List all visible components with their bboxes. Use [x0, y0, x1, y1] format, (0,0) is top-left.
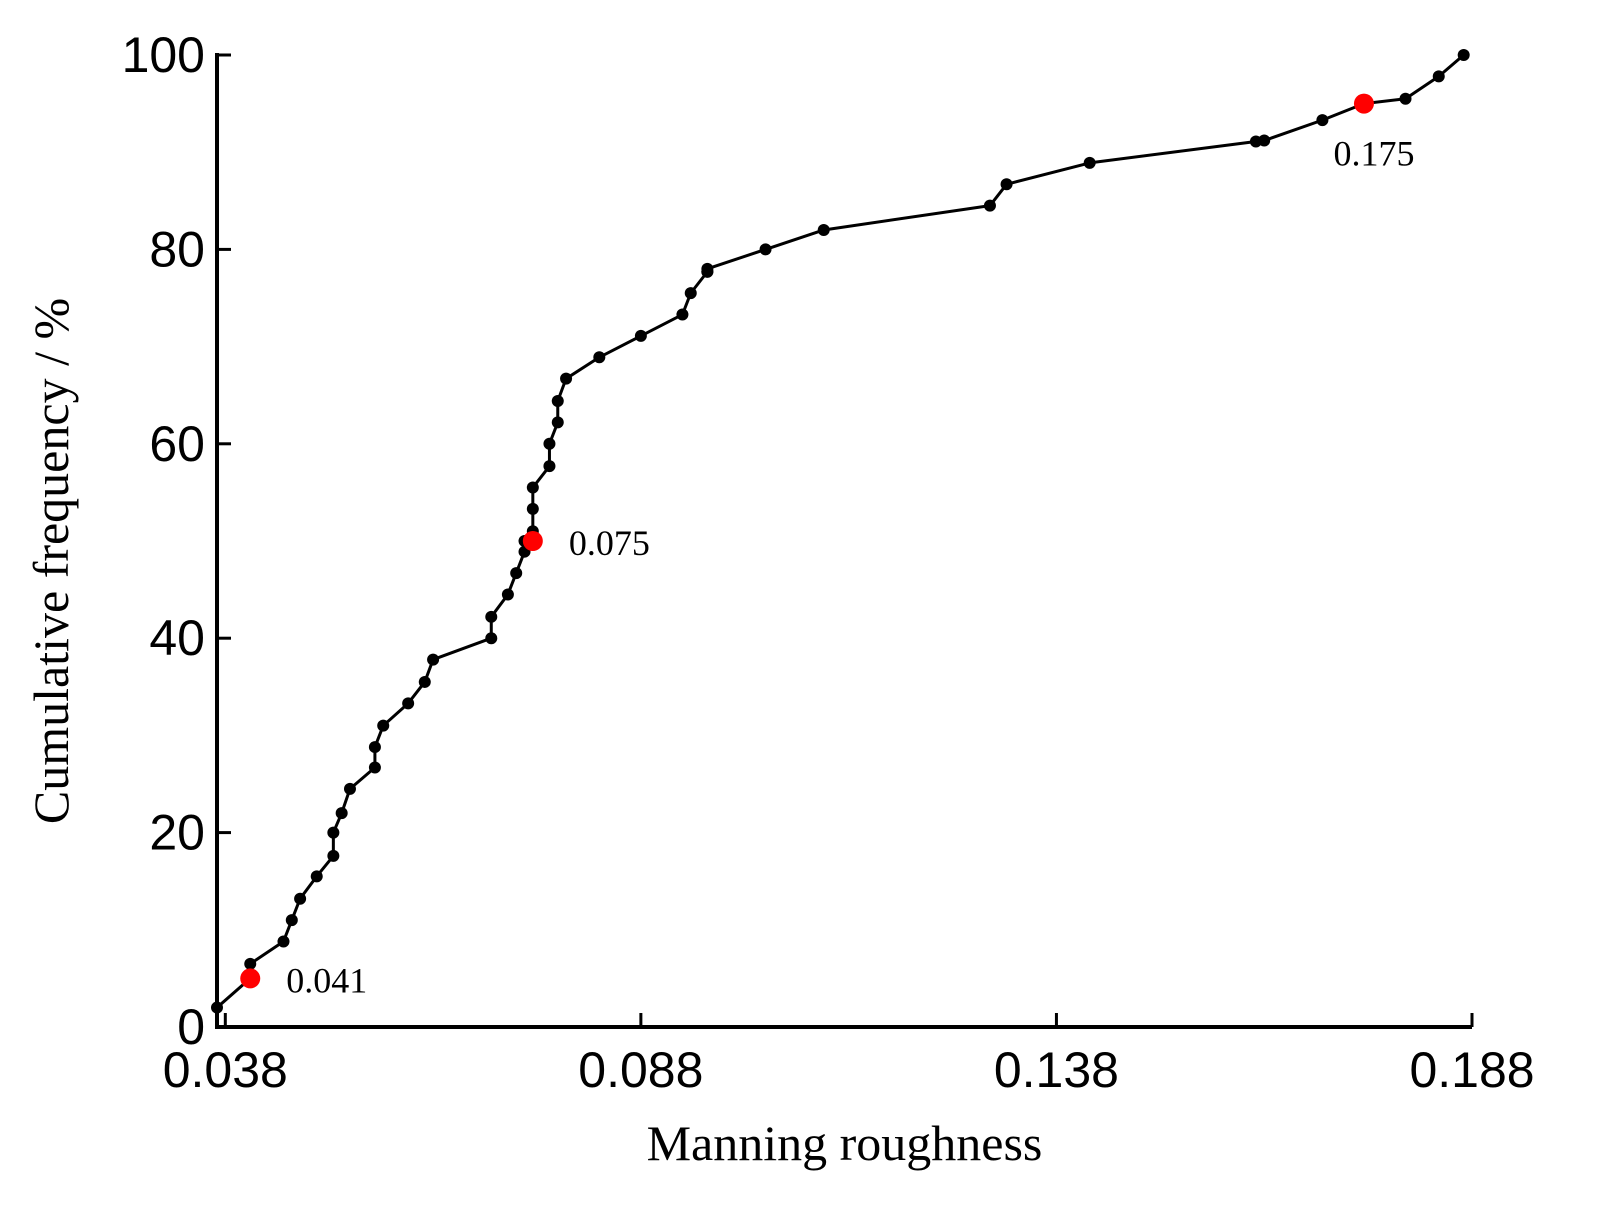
data-point [310, 870, 323, 883]
data-point [1399, 92, 1412, 105]
data-point [759, 243, 772, 256]
data-point [244, 957, 257, 970]
y-tick-label: 80 [149, 221, 205, 277]
data-point [510, 567, 523, 580]
data-point [1457, 49, 1470, 61]
data-point [526, 481, 539, 494]
highlight-point [522, 531, 543, 551]
axes [215, 53, 1472, 1029]
data-point [1258, 134, 1271, 147]
data-point [368, 761, 381, 774]
data-point [551, 395, 564, 408]
data-point [418, 675, 431, 688]
y-tick-label: 0 [177, 999, 205, 1055]
data-point [285, 914, 298, 927]
data-point [327, 826, 340, 839]
data-point [593, 351, 606, 364]
data-point [327, 849, 340, 862]
y-ticks: 0 20 40 60 80 100 [122, 27, 231, 1055]
data-point [343, 782, 356, 795]
y-tick-label: 20 [149, 805, 205, 861]
data-point [402, 697, 415, 710]
annotation-label: 0.041 [286, 960, 367, 1000]
series-line [216, 53, 1465, 1009]
x-tick-label: 0.038 [163, 1042, 288, 1098]
data-point [501, 588, 514, 601]
data-point [294, 892, 307, 905]
x-axis-title: Manning roughness [647, 1115, 1043, 1171]
highlight-point [240, 968, 261, 989]
annotation-label: 0.175 [1333, 134, 1414, 174]
annotations: 0.041 0.075 0.175 [240, 93, 1414, 1000]
data-point [526, 502, 539, 515]
data-point [427, 653, 440, 666]
data-point [543, 460, 556, 473]
x-ticks: 0.038 0.088 0.138 0.188 [163, 1013, 1535, 1098]
series-layer [211, 49, 1470, 1014]
data-point [1432, 70, 1445, 83]
data-point [817, 223, 830, 236]
data-point [368, 741, 381, 754]
x-tick-label: 0.188 [1409, 1042, 1534, 1098]
data-point [634, 329, 647, 342]
data-point [277, 935, 290, 948]
data-point [1316, 114, 1329, 127]
data-point [1083, 156, 1096, 169]
x-tick-label: 0.138 [994, 1042, 1119, 1098]
data-point [377, 719, 390, 732]
data-point [560, 372, 573, 385]
data-point [701, 262, 714, 275]
data-point [485, 632, 498, 645]
data-point [211, 1001, 223, 1014]
y-tick-label: 100 [122, 27, 205, 83]
data-point [684, 287, 697, 300]
data-point [1000, 178, 1013, 191]
data-point [543, 437, 556, 450]
highlight-point [1353, 93, 1374, 114]
data-point [335, 807, 348, 820]
data-point [551, 416, 564, 429]
y-tick-label: 60 [149, 416, 205, 472]
data-point [485, 610, 498, 623]
y-axis-title: Cumulative frequency / % [23, 298, 79, 824]
annotation-label: 0.075 [569, 523, 650, 563]
data-point [676, 308, 689, 321]
data-point [983, 199, 996, 212]
y-tick-label: 40 [149, 610, 205, 666]
x-tick-label: 0.088 [578, 1042, 703, 1098]
